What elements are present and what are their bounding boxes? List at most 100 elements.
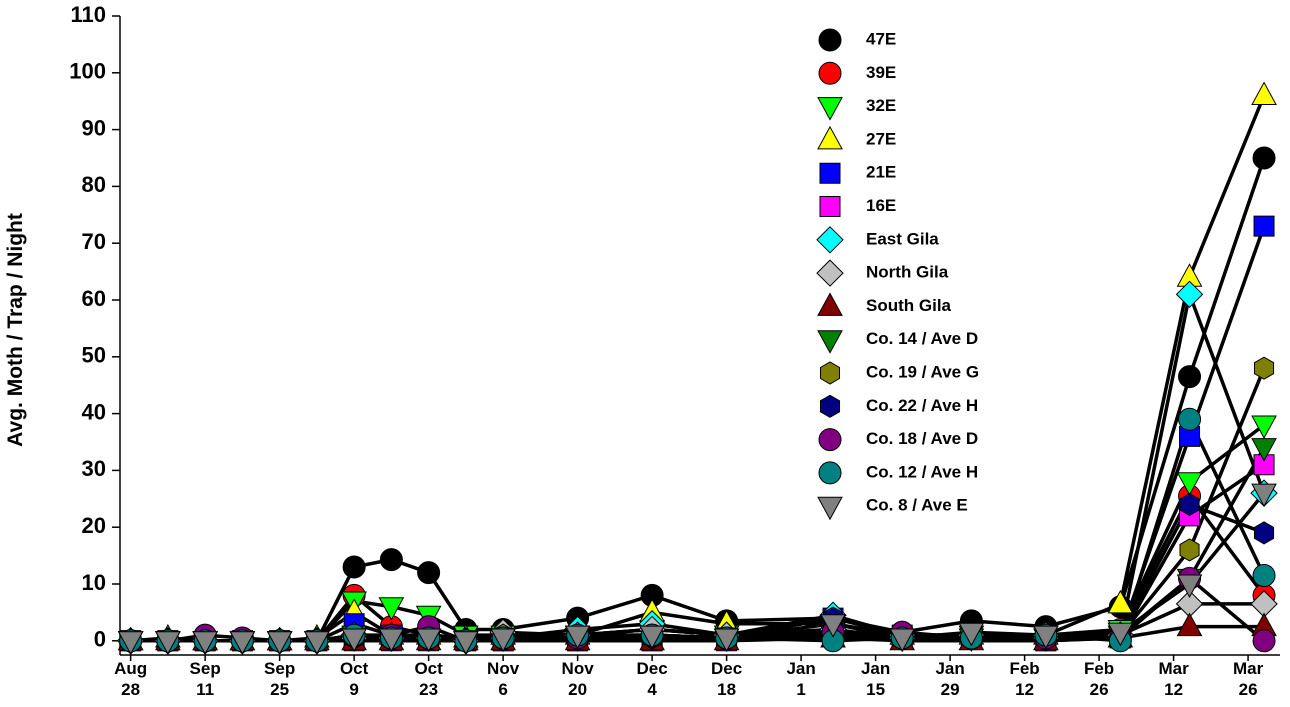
marker — [378, 628, 405, 653]
marker — [958, 622, 985, 647]
marker — [379, 548, 403, 572]
x-tick-label: Nov 20 — [562, 659, 595, 699]
y-tick-label: 40 — [82, 399, 106, 424]
y-tick-label: 90 — [82, 115, 106, 140]
legend-label: 21E — [866, 163, 896, 182]
legend-marker — [819, 361, 841, 385]
x-tick-label: Nov 6 — [487, 659, 520, 699]
x-tick-label: Sep 11 — [190, 659, 221, 699]
marker — [713, 628, 740, 653]
series-line — [130, 225, 1266, 643]
x-tick-label: Jan 29 — [935, 659, 964, 699]
marker — [342, 555, 366, 579]
marker — [490, 628, 516, 653]
marker — [1178, 365, 1202, 389]
y-tick-label: 10 — [82, 570, 106, 595]
marker — [564, 625, 591, 650]
x-tick-label: Dec 4 — [637, 659, 668, 699]
legend-label: 27E — [866, 129, 896, 148]
marker — [266, 631, 293, 655]
marker — [1176, 612, 1203, 637]
x-tick-label: Feb 26 — [1084, 659, 1114, 699]
legend-marker — [817, 330, 843, 354]
marker — [1179, 492, 1200, 517]
y-tick-label: 0 — [94, 627, 106, 652]
marker — [1179, 538, 1200, 562]
legend-marker — [819, 162, 841, 184]
legend-label: Co. 12 / Ave H — [866, 462, 978, 481]
legend-label: 39E — [866, 63, 896, 82]
legend-label: Co. 8 / Ave E — [866, 496, 968, 515]
marker — [1107, 589, 1134, 614]
legend-label: Co. 22 / Ave H — [866, 396, 978, 415]
legend-label: 32E — [866, 96, 896, 115]
x-tick-label: Aug 28 — [114, 659, 147, 699]
legend-marker — [817, 125, 843, 150]
series-line — [130, 94, 1266, 643]
y-tick-label: 20 — [82, 513, 106, 538]
legend-marker — [816, 259, 844, 287]
marker — [1107, 622, 1134, 647]
x-tick-label: Jan 1 — [786, 659, 815, 699]
marker — [1254, 356, 1275, 380]
legend-marker — [819, 196, 841, 217]
series-line — [130, 157, 1266, 643]
x-tick-label: Mar 12 — [1158, 659, 1189, 699]
marker — [1251, 483, 1277, 508]
x-tick-label: Oct 9 — [340, 659, 369, 699]
legend-marker — [818, 28, 842, 52]
marker — [1251, 438, 1277, 462]
legend-marker — [818, 61, 842, 85]
marker — [1178, 407, 1202, 431]
y-tick-label: 30 — [82, 456, 106, 481]
legend-marker — [818, 461, 842, 485]
legend-marker — [818, 428, 842, 452]
y-tick-label: 70 — [82, 229, 106, 254]
marker — [1252, 629, 1276, 653]
legend-marker — [817, 292, 843, 316]
y-tick-label: 80 — [82, 172, 106, 197]
series-line — [130, 423, 1266, 643]
legend-label: 47E — [866, 29, 896, 48]
marker — [453, 631, 479, 655]
x-tick-label: Dec 18 — [711, 659, 742, 699]
legend-label: 16E — [866, 196, 896, 215]
legend-label: Co. 18 / Ave D — [866, 429, 978, 448]
marker — [1175, 280, 1204, 309]
y-tick-label: 110 — [71, 2, 107, 27]
x-tick-label: Sep 25 — [264, 659, 295, 699]
legend-marker — [816, 226, 844, 254]
marker — [1253, 215, 1275, 237]
marker — [1176, 574, 1203, 599]
legend-label: South Gila — [866, 296, 952, 315]
legend-marker — [817, 97, 843, 121]
legend-marker — [819, 394, 841, 418]
marker — [1254, 521, 1275, 545]
marker — [378, 597, 405, 621]
legend-label: East Gila — [866, 229, 939, 248]
marker — [820, 614, 846, 638]
y-axis-label: Avg. Moth / Trap / Night — [4, 213, 27, 447]
marker — [1176, 472, 1203, 496]
marker — [155, 631, 181, 655]
y-tick-label: 100 — [69, 59, 106, 84]
x-tick-label: Mar 26 — [1233, 659, 1264, 699]
series-line — [130, 414, 1266, 643]
series-line — [130, 287, 1266, 643]
marker — [1251, 81, 1277, 106]
x-tick-label: Oct 23 — [414, 659, 443, 699]
marker — [341, 628, 367, 653]
marker — [417, 561, 441, 585]
series-line — [130, 367, 1266, 643]
marker — [1251, 415, 1277, 440]
marker — [229, 631, 256, 655]
marker — [1252, 563, 1276, 587]
marker — [1252, 146, 1276, 170]
legend-label: North Gila — [866, 263, 949, 282]
marker — [639, 625, 665, 650]
legend-marker — [817, 496, 843, 521]
legend-label: Co. 14 / Ave D — [866, 329, 978, 348]
marker — [304, 631, 330, 655]
marker — [117, 631, 144, 655]
